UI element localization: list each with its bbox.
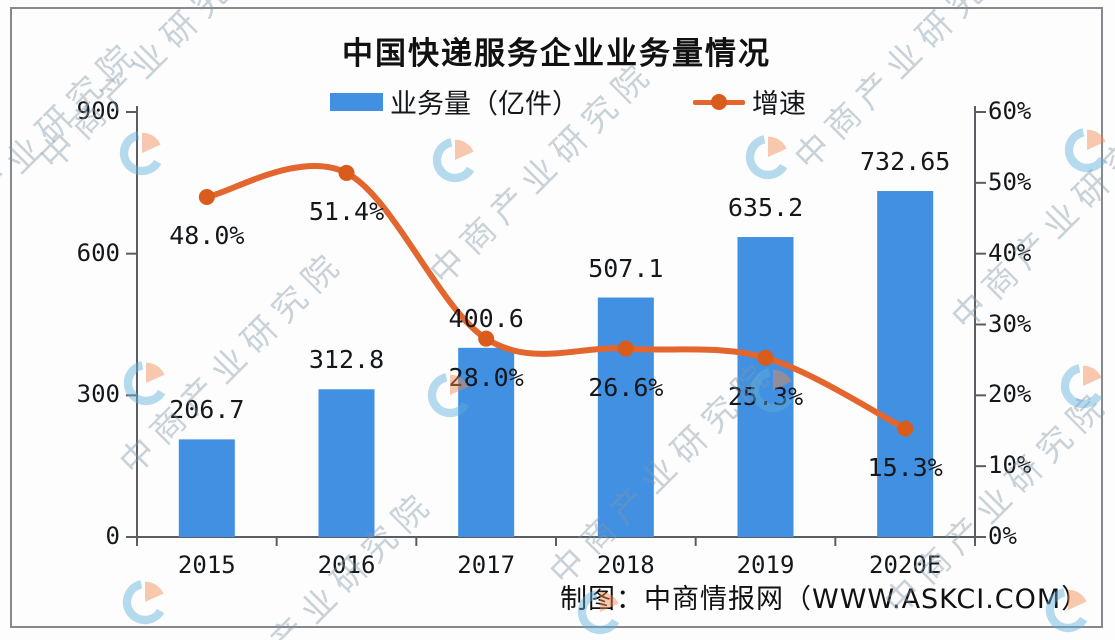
legend-bar-swatch (330, 92, 383, 111)
legend-line-swatch (693, 93, 745, 111)
growth-marker-2019 (757, 349, 774, 366)
legend-line-label: 增速 (752, 89, 806, 120)
bar-2017 (458, 347, 515, 537)
growth-marker-2018 (617, 340, 634, 357)
credit-text: 制图：中商情报网（WWW.ASKCI.COM） (560, 584, 1090, 615)
growth-marker-2017 (478, 330, 495, 347)
bar-2020E (877, 191, 934, 538)
bar-2015 (178, 439, 235, 537)
growth-marker-2020E (897, 420, 914, 437)
legend-bar-label: 业务量（亿件） (390, 89, 579, 120)
bar-2018 (597, 297, 654, 537)
growth-marker-2015 (198, 189, 215, 205)
bar-2016 (318, 389, 375, 537)
legend-item-growth: 增速 (693, 82, 806, 121)
legend-line-marker-icon (711, 93, 727, 110)
chart-frame (10, 7, 1103, 628)
bar-2019 (737, 237, 794, 538)
growth-marker-2016 (338, 164, 355, 181)
legend-item-volume: 业务量（亿件） (330, 82, 579, 121)
chart-title: 中国快递服务企业业务量情况 (342, 36, 771, 72)
growth-line (203, 163, 909, 432)
